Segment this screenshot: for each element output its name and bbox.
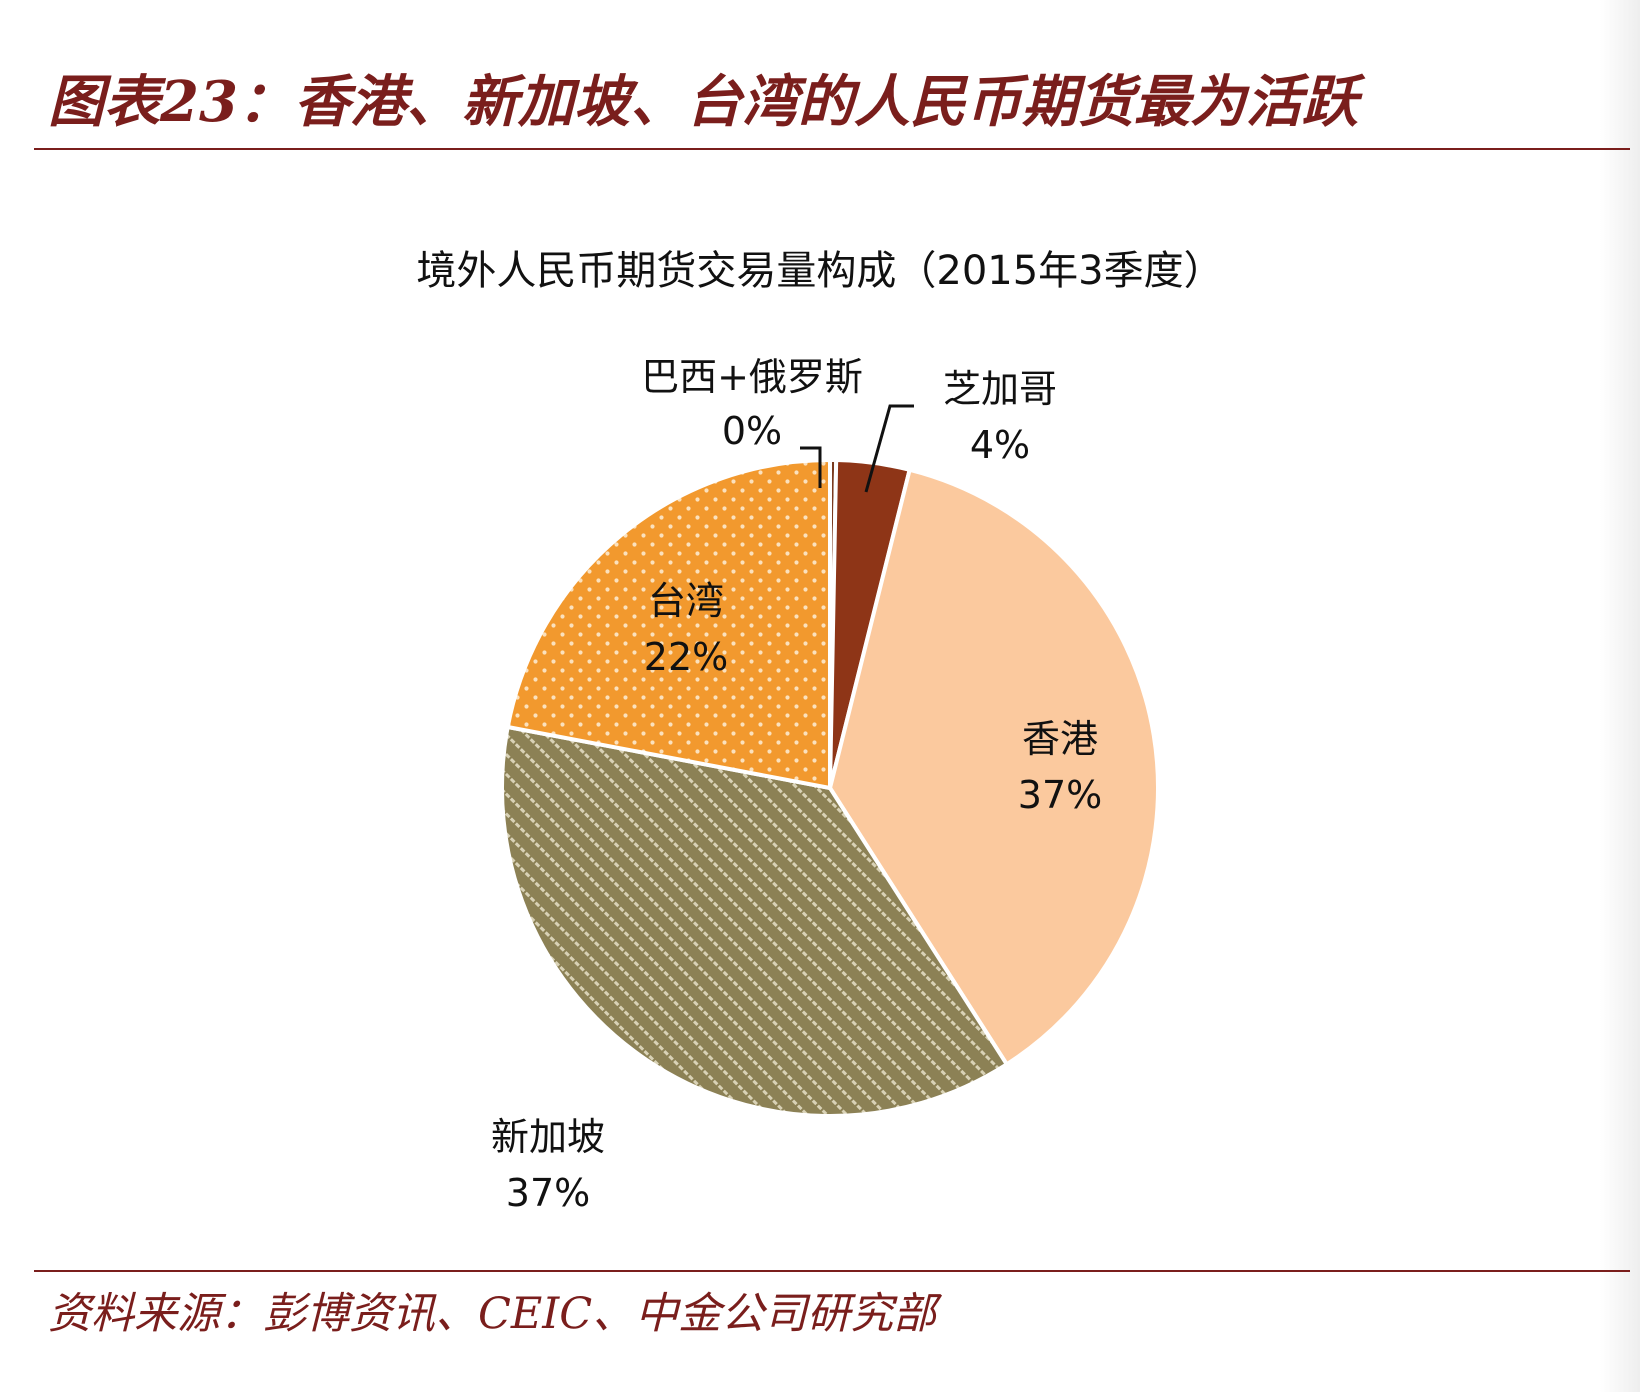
slice-value-hong-kong: 37% [1018, 773, 1102, 817]
title-rule [34, 148, 1630, 150]
leader-line-chicago [864, 404, 914, 493]
slice-label-singapore: 新加坡 [491, 1115, 605, 1159]
pie-slices [500, 457, 1161, 1118]
slice-label-taiwan: 台湾 [648, 579, 724, 623]
slice-value-taiwan: 22% [644, 635, 728, 679]
slice-labels: 巴西+俄罗斯 0% 芝加哥 4% 香港 37% 新加坡 37% 台湾 22% [491, 355, 1102, 1215]
pie-slice-singapore [500, 724, 1009, 1118]
leader-lines [800, 404, 914, 493]
source-note: 资料来源：彭博资讯、CEIC、中金公司研究部 [48, 1289, 937, 1339]
slice-value-singapore: 37% [506, 1171, 590, 1215]
figure-title: 图表23：香港、新加坡、台湾的人民币期货最为活跃 [48, 69, 1358, 135]
slice-label-chicago: 芝加哥 [943, 367, 1057, 411]
leader-line-brazil-russia [800, 446, 822, 488]
pie-slice-taiwan [505, 458, 832, 790]
slice-value-chicago: 4% [970, 423, 1030, 467]
slice-value-brazil-russia: 0% [722, 409, 782, 453]
source-rule [34, 1270, 1630, 1272]
slice-label-brazil-russia: 巴西+俄罗斯 [641, 355, 863, 399]
slice-label-hong-kong: 香港 [1022, 717, 1098, 761]
chart-title: 境外人民币期货交易量构成（2015年3季度） [416, 248, 1223, 294]
page-edge-shadow [1600, 0, 1640, 1392]
